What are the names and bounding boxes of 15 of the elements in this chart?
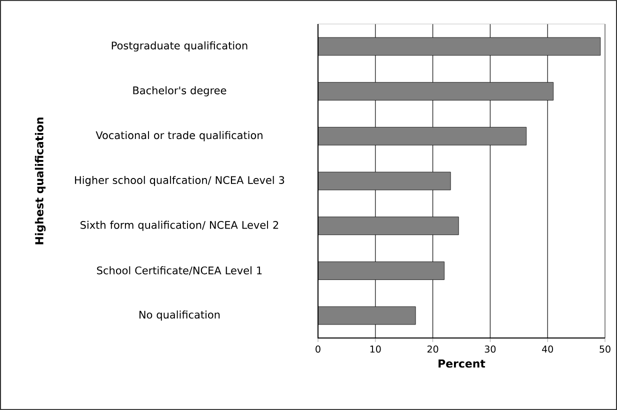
y-tick-label: Sixth form qualification/ NCEA Level 2 — [80, 220, 278, 231]
x-tick-label: 0 — [316, 346, 320, 353]
x-tick-label: 40 — [542, 346, 553, 353]
x-tick-label: 50 — [600, 346, 610, 353]
y-tick-label: Higher school qualfcation/ NCEA Level 3 — [75, 176, 284, 186]
x-tick-label: 30 — [484, 346, 496, 353]
y-axis-title: Highest qualification — [34, 118, 46, 244]
y-tick-label: Vocational or trade qualification — [96, 131, 262, 142]
y-tick-label: School Certificate/NCEA Level 1 — [97, 266, 262, 276]
x-tick-label: 10 — [370, 346, 381, 353]
y-tick-label: No qualification — [140, 310, 220, 321]
y-tick-label: Postgraduate qualification — [112, 41, 248, 52]
x-axis-title: Percent — [438, 360, 486, 368]
x-tick-label: 20 — [427, 346, 438, 353]
y-tick-label: Bachelor's degree — [133, 86, 226, 96]
